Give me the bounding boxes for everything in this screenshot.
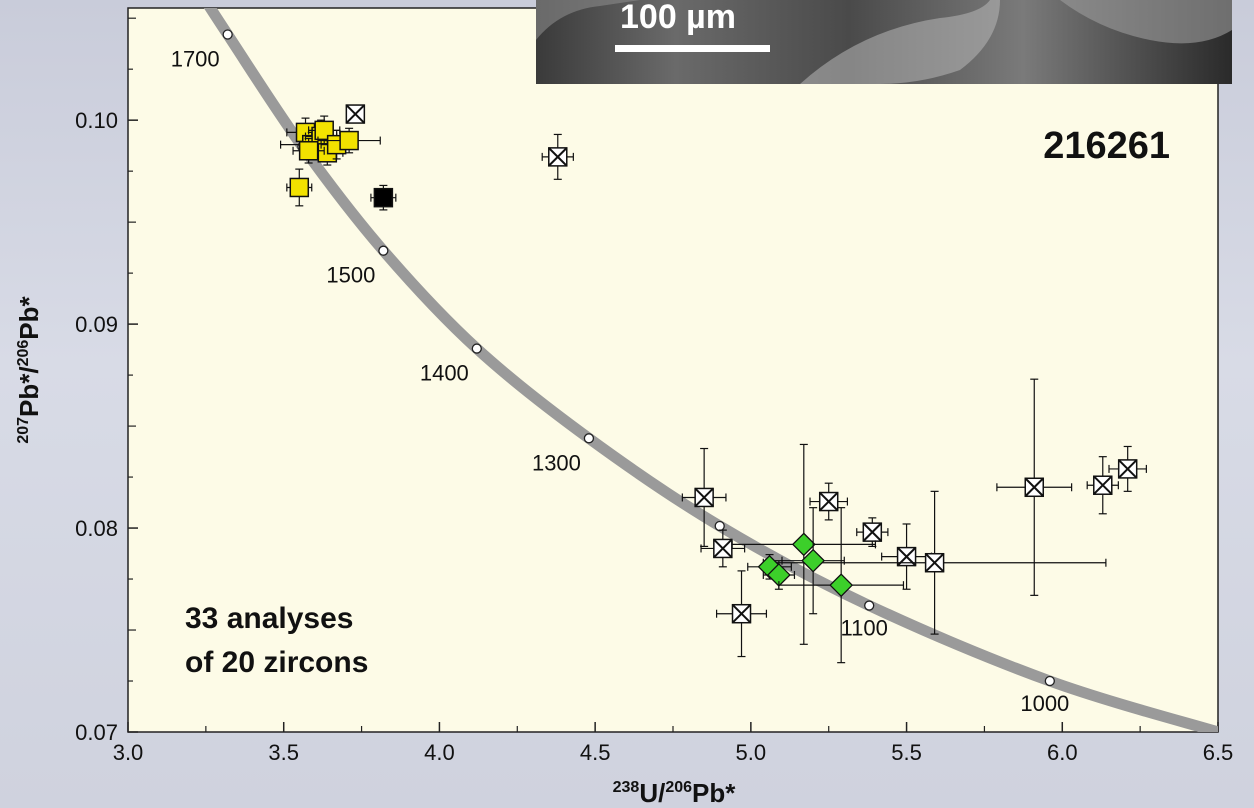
x-tick-label: 5.5 <box>891 740 922 765</box>
concordia-age-labels: 1700 1500 1400 1300 1100 1000 <box>171 47 1070 717</box>
green-diamond-point <box>762 560 796 590</box>
sample-id-label: 216261 <box>1043 125 1170 167</box>
cross-mark <box>548 147 568 167</box>
x-axis-title: 238U/206Pb* <box>613 778 737 808</box>
square-marker <box>373 187 394 208</box>
crossed-square-point <box>345 104 366 124</box>
y-tick-label: 0.07 <box>75 720 118 745</box>
black-square-point <box>370 184 397 211</box>
crossed-square-point <box>1086 456 1119 515</box>
crossed-square-point <box>715 570 768 658</box>
concordia-age-label: 1000 <box>1020 691 1069 716</box>
concordia-age-dot <box>864 600 875 611</box>
cross-mark <box>1117 459 1138 479</box>
concordia-age-label: 1300 <box>532 450 581 475</box>
scale-bar <box>615 45 770 52</box>
cross-mark <box>713 538 733 559</box>
x-axis-title-part2: Pb* <box>692 778 736 808</box>
cross-mark <box>1093 475 1113 495</box>
x-axis-title-sup2: 206 <box>665 779 692 796</box>
square-marker <box>339 130 359 151</box>
x-axis-title-sup1: 238 <box>613 779 640 796</box>
green-diamond-point <box>778 507 905 664</box>
square-marker <box>289 177 310 198</box>
square-marker <box>298 141 319 161</box>
y-axis-title-part2: Pb* <box>14 295 44 339</box>
concordia-age-dot <box>1044 675 1055 687</box>
crossed-square-point <box>996 378 1073 596</box>
cross-mark <box>819 491 839 512</box>
x-tick-label: 3.5 <box>268 740 299 765</box>
crossed-square-point <box>809 482 849 521</box>
y-axis: 0.07 0.08 0.09 0.10 <box>75 17 138 745</box>
green-diamond-point <box>731 443 877 645</box>
concordia-age-dot <box>222 29 233 40</box>
analysis-note-line-1: 33 analyses <box>185 602 353 635</box>
diamond-marker <box>791 532 816 557</box>
cross-mark <box>862 522 883 542</box>
concordia-age-label: 1500 <box>326 263 375 288</box>
cross-mark <box>345 104 366 124</box>
concordia-age-label: 1400 <box>420 361 469 386</box>
x-tick-label: 3.0 <box>113 740 144 765</box>
y-axis-title-sup2: 206 <box>15 340 32 367</box>
concordia-age-dot <box>583 433 595 444</box>
data-points <box>280 104 1147 664</box>
diamond-marker <box>829 573 854 598</box>
diamond-marker <box>801 548 826 573</box>
concordia-curve <box>203 8 1218 732</box>
cross-mark <box>694 487 714 508</box>
x-tick-label: 4.5 <box>580 740 611 765</box>
cross-mark <box>1024 477 1044 497</box>
y-tick-label: 0.09 <box>75 312 118 337</box>
y-axis-title: 207Pb*/206Pb* <box>14 295 44 443</box>
x-tick-label: 4.0 <box>424 740 455 765</box>
scale-bar-label: 100 µm <box>620 0 736 36</box>
analysis-note-line-2: of 20 zircons <box>185 646 368 679</box>
concordia-age-label: 1700 <box>171 47 220 72</box>
y-axis-title-sup1: 207 <box>15 417 32 444</box>
cross-mark <box>924 553 945 573</box>
crossed-square-point <box>856 517 889 548</box>
crossed-square-point <box>541 133 574 180</box>
x-axis: 3.0 3.5 4.0 4.5 5.0 5.5 6.0 6.5 <box>113 722 1234 765</box>
x-axis-title-part1: U/ <box>639 778 665 808</box>
zircon-cl-image: 100 µm <box>536 0 1232 84</box>
x-tick-label: 6.5 <box>1203 740 1234 765</box>
y-axis-title-part1: Pb*/ <box>14 366 44 417</box>
crossed-square-point <box>700 529 746 568</box>
crossed-square-point <box>681 447 727 548</box>
concordia-age-dot <box>378 245 389 256</box>
y-tick-label: 0.08 <box>75 516 118 541</box>
concordia-age-label: 1100 <box>841 616 888 641</box>
cross-mark <box>731 604 752 624</box>
y-tick-label: 0.10 <box>75 108 118 133</box>
concordia-age-dot <box>714 520 725 532</box>
x-tick-label: 5.0 <box>736 740 767 765</box>
yellow-square-point <box>317 127 381 154</box>
yellow-square-point <box>292 137 325 164</box>
crossed-square-point <box>1108 445 1147 492</box>
concordia-age-dot <box>471 343 482 354</box>
yellow-square-point <box>286 168 313 207</box>
green-diamond-point <box>781 507 845 615</box>
x-tick-label: 6.0 <box>1047 740 1078 765</box>
